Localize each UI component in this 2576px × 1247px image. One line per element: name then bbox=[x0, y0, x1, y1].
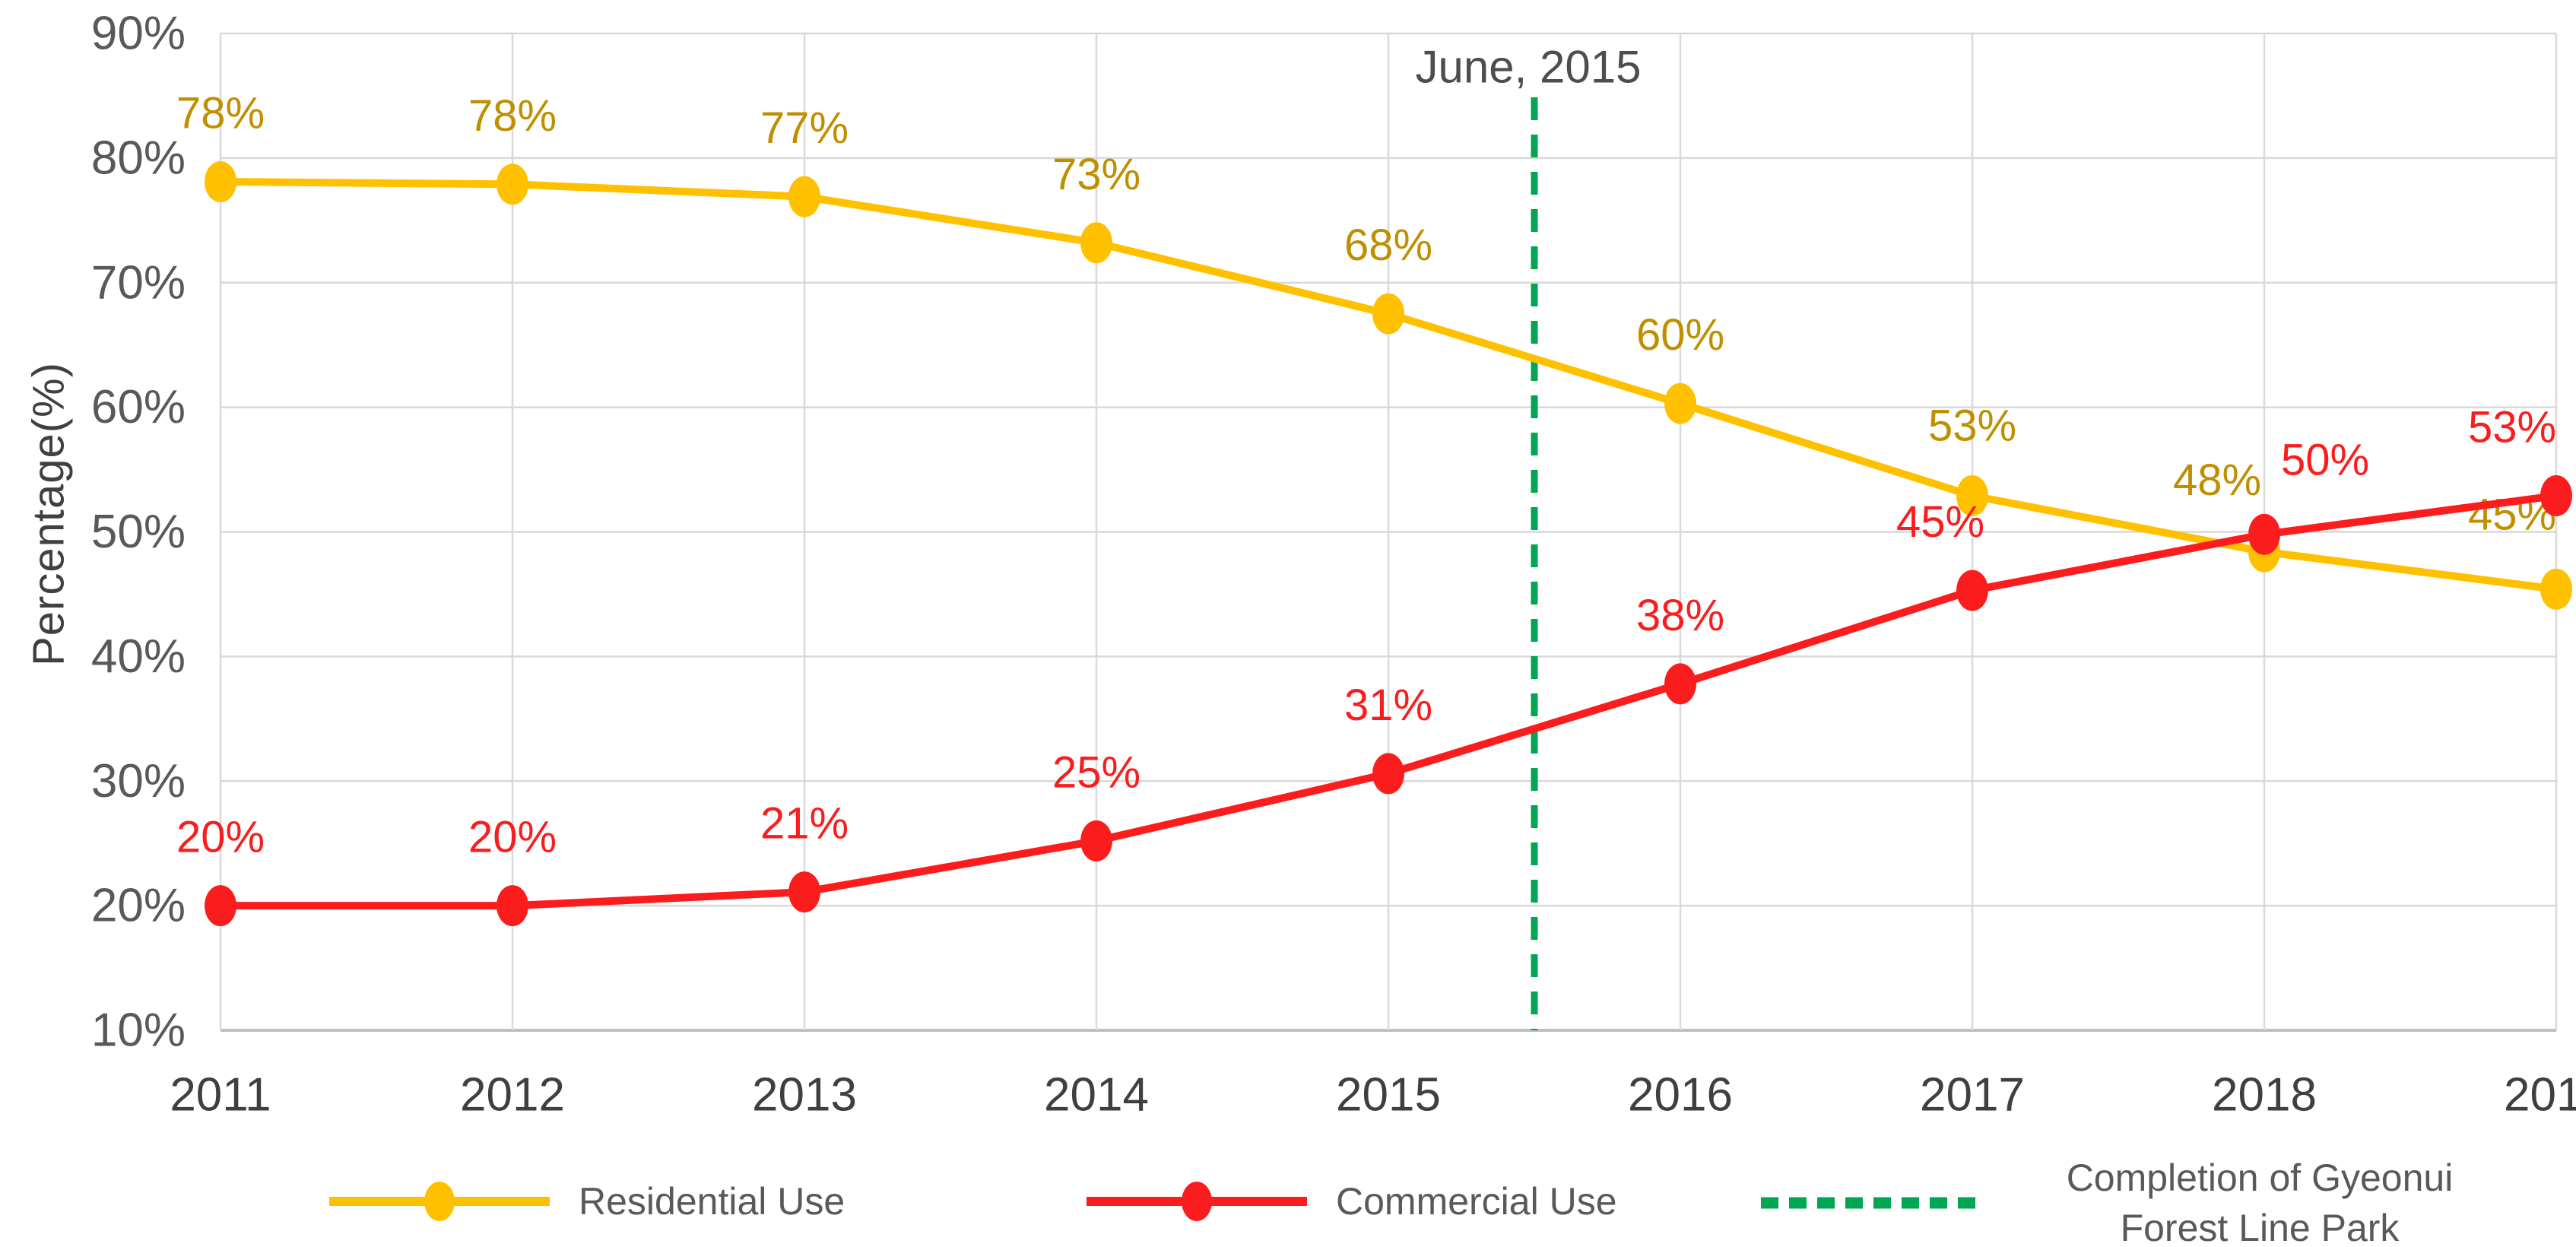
x-tick-label: 2015 bbox=[1336, 1069, 1441, 1122]
series-marker-0 bbox=[1956, 474, 1988, 516]
commercial-legend-sample bbox=[1087, 1182, 1307, 1221]
series-marker-1 bbox=[1956, 570, 1988, 611]
y-axis-title-text: Percentage(%) bbox=[24, 362, 74, 666]
legend-label-commercial: Commercial Use bbox=[1336, 1180, 1617, 1223]
data-label-1: 38% bbox=[1636, 591, 1724, 640]
dashed-line-legend-sample bbox=[1761, 1197, 1986, 1209]
legend-label-park-completion: Completion of Gyeonui Forest Line Park bbox=[2016, 1153, 2503, 1247]
legend-label-park-line1: Completion of Gyeonui bbox=[2066, 1157, 2454, 1199]
data-label-1: 31% bbox=[1344, 681, 1432, 730]
data-label-1: 20% bbox=[176, 813, 265, 862]
data-label-0: 48% bbox=[2173, 455, 2261, 505]
legend-item-commercial: Commercial Use bbox=[1083, 1177, 1617, 1226]
series-marker-0 bbox=[205, 161, 236, 203]
y-tick-label: 20% bbox=[91, 880, 186, 932]
y-tick-label: 40% bbox=[91, 630, 186, 683]
legend-item-residential: Residential Use bbox=[326, 1177, 845, 1226]
series-marker-1 bbox=[788, 871, 820, 913]
y-tick-label: 30% bbox=[91, 755, 186, 808]
series-marker-1 bbox=[2248, 513, 2280, 555]
data-label-0: 60% bbox=[1636, 310, 1724, 360]
series-marker-0 bbox=[1372, 293, 1404, 335]
series-marker-1 bbox=[1664, 663, 1696, 705]
data-label-1: 50% bbox=[2281, 435, 2369, 484]
x-tick-label: 2013 bbox=[752, 1069, 857, 1122]
legend-item-park-completion: Completion of Gyeonui Forest Line Park bbox=[1759, 1153, 2503, 1247]
data-label-1: 25% bbox=[1052, 747, 1140, 797]
series-marker-1 bbox=[496, 885, 528, 927]
data-label-0: 68% bbox=[1344, 221, 1432, 270]
series-marker-0 bbox=[1664, 382, 1696, 424]
y-tick-label: 80% bbox=[91, 132, 186, 184]
x-tick-label: 2017 bbox=[1920, 1069, 2025, 1122]
series-marker-1 bbox=[1372, 753, 1404, 795]
data-label-0: 53% bbox=[1928, 401, 2016, 450]
data-label-0: 73% bbox=[1052, 150, 1140, 199]
x-tick-label: 2018 bbox=[2212, 1069, 2317, 1122]
data-label-0: 77% bbox=[760, 103, 849, 153]
legend-label-park-line2: Forest Line Park bbox=[2120, 1207, 2400, 1247]
legend-label-residential: Residential Use bbox=[579, 1180, 845, 1223]
series-marker-0 bbox=[1080, 222, 1112, 264]
residential-legend-sample bbox=[329, 1182, 550, 1221]
y-tick-label: 10% bbox=[91, 1004, 186, 1057]
x-tick-label: 2014 bbox=[1044, 1069, 1149, 1122]
residential-legend-marker-icon bbox=[424, 1182, 455, 1221]
series-marker-0 bbox=[788, 176, 820, 217]
data-label-1: 21% bbox=[760, 799, 849, 849]
data-label-1: 20% bbox=[468, 813, 557, 862]
series-marker-1 bbox=[2540, 474, 2572, 516]
series-marker-1 bbox=[205, 885, 236, 927]
data-label-1: 53% bbox=[2468, 402, 2556, 452]
series-marker-0 bbox=[2540, 568, 2572, 610]
data-label-0: 78% bbox=[468, 91, 557, 141]
commercial-legend-marker-icon bbox=[1182, 1182, 1212, 1221]
x-tick-label: 2016 bbox=[1628, 1069, 1733, 1122]
series-marker-1 bbox=[1080, 820, 1112, 861]
y-tick-label: 70% bbox=[91, 256, 186, 309]
x-tick-label: 2019 bbox=[2504, 1069, 2576, 1122]
x-tick-label: 2012 bbox=[460, 1069, 565, 1122]
data-label-0: 78% bbox=[176, 89, 265, 138]
series-marker-0 bbox=[496, 163, 528, 205]
x-tick-label: 2011 bbox=[170, 1069, 271, 1122]
y-tick-label: 60% bbox=[91, 381, 186, 433]
y-tick-label: 90% bbox=[91, 8, 186, 60]
y-tick-label: 50% bbox=[91, 506, 186, 558]
annotation-label: June, 2015 bbox=[1416, 42, 1642, 93]
data-label-1: 45% bbox=[1896, 497, 1984, 547]
